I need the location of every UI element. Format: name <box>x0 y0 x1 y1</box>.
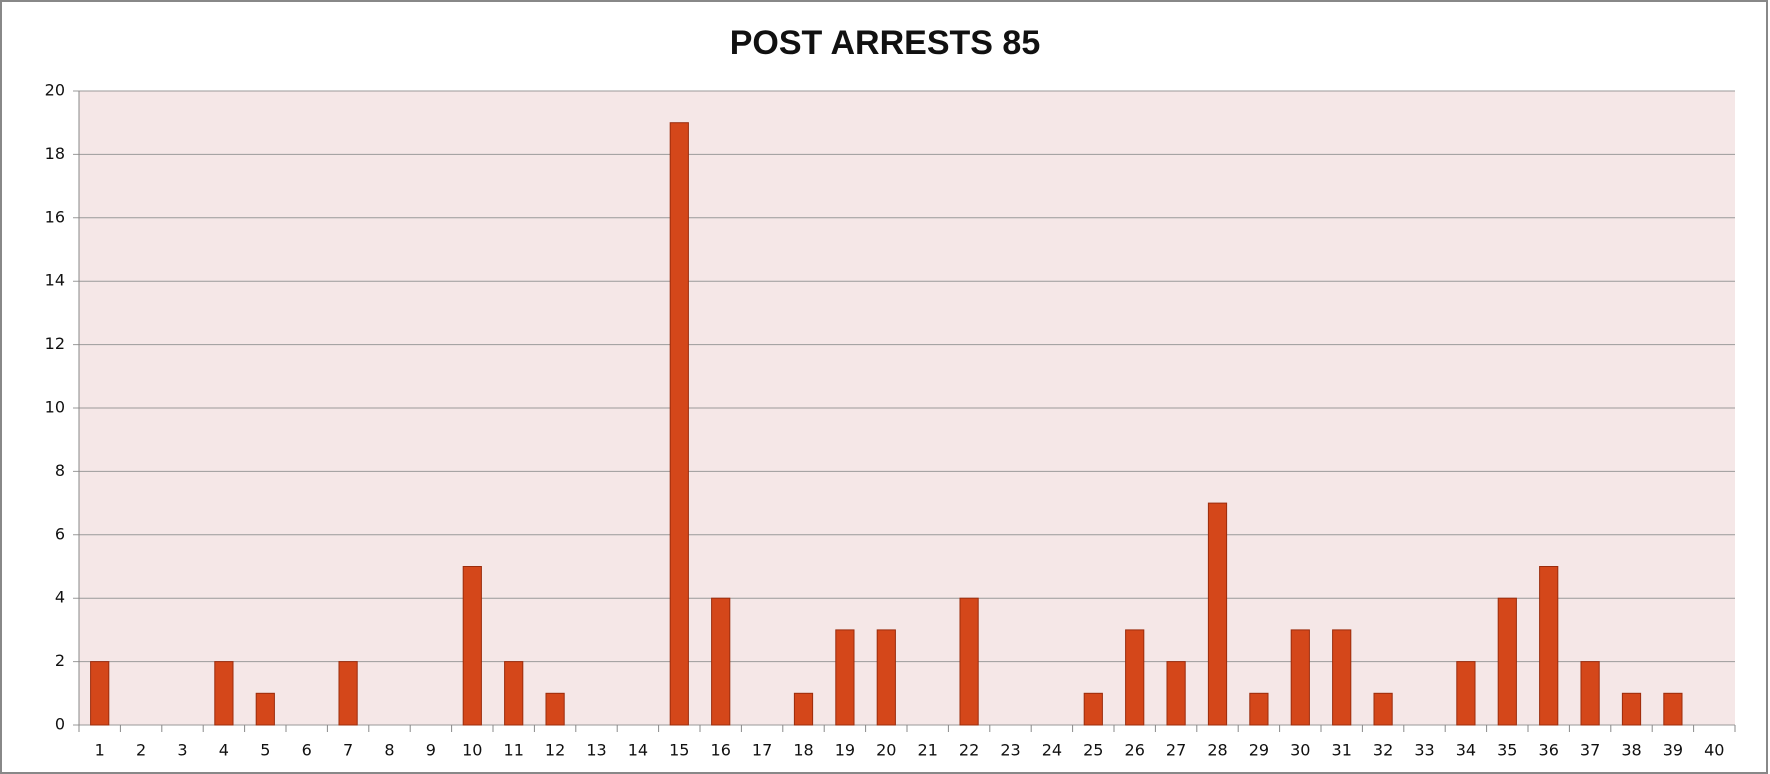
bar <box>1083 692 1103 726</box>
x-tick-label: 21 <box>918 741 938 760</box>
x-tick-label: 28 <box>1207 741 1227 760</box>
chart-title: POST ARRESTS 85 <box>730 24 1040 62</box>
x-tick-label: 35 <box>1497 741 1517 760</box>
x-tick-label: 13 <box>586 741 606 760</box>
y-tick-label: 6 <box>55 524 65 543</box>
x-tick-label: 25 <box>1083 741 1103 760</box>
bar <box>793 692 814 726</box>
bar <box>959 597 979 726</box>
bar <box>1207 502 1228 726</box>
bar <box>255 692 275 726</box>
x-tick-label: 4 <box>219 741 229 760</box>
x-tick-label: 18 <box>793 741 813 760</box>
bar <box>1580 661 1600 726</box>
bar <box>1125 629 1145 726</box>
bar <box>545 692 565 726</box>
x-tick-label: 16 <box>711 741 731 760</box>
bar <box>1456 661 1476 726</box>
bar <box>504 661 524 726</box>
y-tick-label: 20 <box>45 81 65 100</box>
y-tick-label: 10 <box>45 398 65 417</box>
x-tick-label: 8 <box>384 741 394 760</box>
bar <box>1373 692 1393 726</box>
x-tick-label: 1 <box>95 741 105 760</box>
x-tick-label: 39 <box>1663 741 1683 760</box>
x-tick-label: 14 <box>628 741 648 760</box>
y-tick-label: 8 <box>55 461 65 480</box>
bar <box>1332 629 1352 726</box>
x-tick-label: 38 <box>1621 741 1641 760</box>
y-tick-label: 4 <box>55 588 65 607</box>
bar <box>1249 692 1269 726</box>
y-tick-label: 0 <box>55 715 65 734</box>
x-tick-label: 29 <box>1249 741 1269 760</box>
bar <box>835 629 855 726</box>
x-tick-label: 34 <box>1456 741 1476 760</box>
x-tick-label: 19 <box>835 741 855 760</box>
x-tick-label: 23 <box>1000 741 1020 760</box>
bar <box>669 122 689 726</box>
x-tick-label: 5 <box>260 741 270 760</box>
x-tick-label: 17 <box>752 741 772 760</box>
x-tick-label: 22 <box>959 741 979 760</box>
x-tick-label: 24 <box>1042 741 1062 760</box>
x-tick-label: 3 <box>177 741 187 760</box>
y-tick-label: 2 <box>55 651 65 670</box>
bar <box>711 597 731 726</box>
x-tick-label: 31 <box>1332 741 1352 760</box>
x-tick-label: 2 <box>136 741 146 760</box>
bar <box>462 566 482 726</box>
x-tick-label: 32 <box>1373 741 1393 760</box>
bar <box>1290 629 1310 726</box>
x-tick-label: 36 <box>1539 741 1559 760</box>
x-tick-label: 6 <box>302 741 312 760</box>
y-tick-label: 18 <box>45 144 65 163</box>
bar <box>876 629 896 726</box>
bar <box>214 661 234 726</box>
x-tick-label: 9 <box>426 741 436 760</box>
y-tick-label: 14 <box>45 271 65 290</box>
x-tick-label: 7 <box>343 741 353 760</box>
x-tick-label: 12 <box>545 741 565 760</box>
x-tick-label: 26 <box>1125 741 1145 760</box>
x-tick-label: 11 <box>504 741 524 760</box>
x-tick-label: 20 <box>876 741 896 760</box>
bar <box>338 661 358 726</box>
y-tick-label: 12 <box>45 334 65 353</box>
bar <box>1497 597 1517 726</box>
bar <box>1663 692 1683 726</box>
x-tick-label: 30 <box>1290 741 1310 760</box>
bar <box>1166 661 1186 726</box>
x-tick-label: 10 <box>462 741 482 760</box>
y-tick-label: 16 <box>45 207 65 226</box>
bar <box>1539 566 1559 726</box>
x-tick-label: 40 <box>1704 741 1724 760</box>
bar <box>90 661 110 726</box>
x-tick-label: 27 <box>1166 741 1186 760</box>
x-tick-label: 33 <box>1414 741 1434 760</box>
bar <box>1621 692 1642 726</box>
x-tick-label: 15 <box>669 741 689 760</box>
x-tick-label: 37 <box>1580 741 1600 760</box>
